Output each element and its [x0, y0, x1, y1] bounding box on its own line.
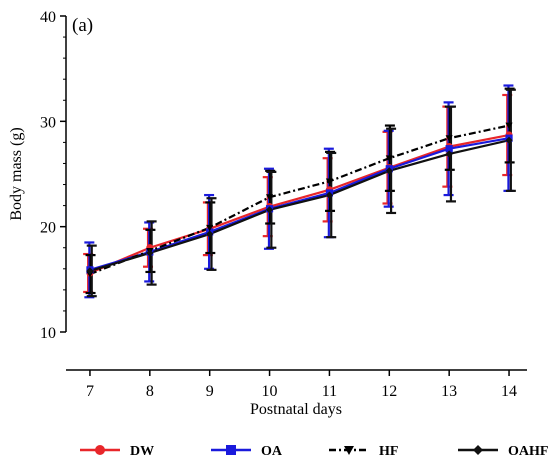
x-tick-label-0: 7	[86, 383, 94, 400]
x-tick-label-3: 10	[262, 383, 278, 400]
markers-layer	[86, 122, 513, 278]
x-tick-label-4: 11	[322, 383, 337, 400]
point-hf-7	[505, 122, 513, 130]
y-tick-label-2: 30	[40, 114, 56, 131]
error-bars-layer	[83, 84, 516, 299]
point-oahf-0	[86, 267, 94, 275]
point-oahf-1	[146, 249, 154, 257]
y-tick-label-1: 20	[40, 220, 56, 237]
x-tick-label-6: 13	[441, 383, 457, 400]
point-oa-6	[445, 145, 453, 153]
point-oahf-5	[385, 167, 393, 175]
tick-labels-layer: 10 20 30 40 7 8 9 10 11 12 13 14	[40, 9, 517, 400]
legend: DW OA HF OAHF	[80, 444, 548, 459]
x-tick-label-5: 12	[381, 383, 397, 400]
point-hf-4	[325, 178, 334, 185]
panel-label: (a)	[72, 15, 93, 36]
legend-label-hf: HF	[379, 444, 398, 459]
axes-layer	[65, 16, 527, 371]
x-axis-label: Postnatal days	[250, 401, 342, 418]
legend-label-oa: OA	[261, 444, 283, 459]
x-tick-label-2: 9	[206, 383, 214, 400]
series-line-oahf	[89, 139, 510, 272]
series-line-dw	[89, 133, 510, 275]
x-tick-label-1: 8	[146, 383, 154, 400]
y-tick-label-0: 10	[40, 325, 56, 342]
series-lines-layer	[89, 124, 510, 276]
legend-label-dw: DW	[130, 444, 154, 459]
legend-label-oahf: OAHF	[508, 444, 548, 459]
y-tick-label-3: 40	[40, 9, 56, 26]
point-oahf-4	[325, 191, 334, 199]
legend-marker-oa	[226, 445, 236, 455]
legend-marker-dw	[95, 445, 105, 455]
series-line-hf	[89, 124, 510, 276]
y-axis-label: Body mass (g)	[8, 127, 25, 220]
legend-marker-oahf	[473, 445, 483, 455]
series-line-oa	[89, 137, 510, 271]
point-oahf-7	[505, 136, 513, 144]
point-hf-3	[265, 194, 274, 201]
point-hf-5	[385, 155, 393, 162]
point-oahf-6	[445, 150, 453, 158]
legend-marker-hf	[344, 446, 354, 455]
point-hf-6	[445, 135, 453, 142]
point-oahf-3	[265, 206, 274, 214]
point-hf-2	[206, 224, 214, 232]
point-oahf-2	[206, 230, 214, 238]
x-tick-label-7: 14	[501, 383, 517, 400]
